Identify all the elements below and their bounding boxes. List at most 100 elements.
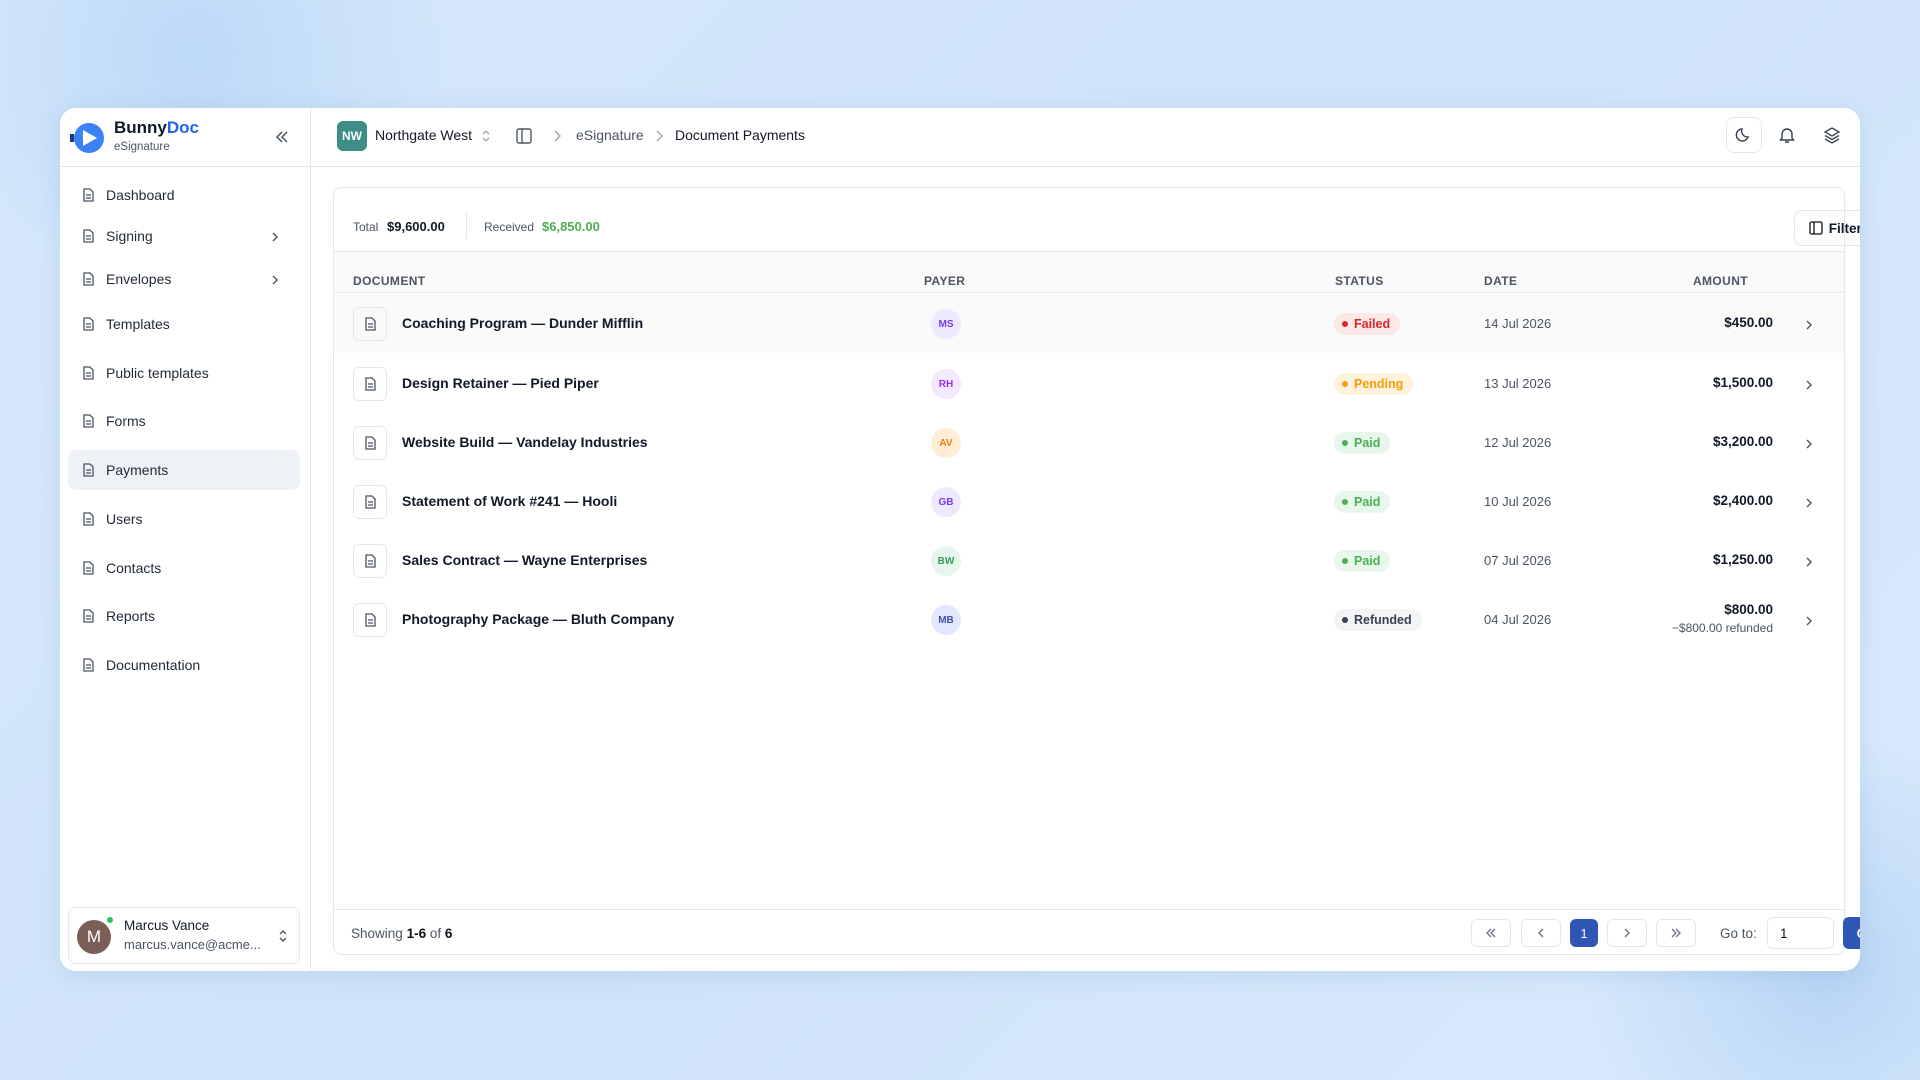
user-card[interactable]: M Marcus Vance marcus.vance@acme... [68,907,300,964]
current-page[interactable]: 1 [1570,919,1598,947]
payer-avatar: MS [931,309,961,339]
goto-label: Go to: [1720,926,1757,941]
showing-total: 6 [444,926,453,941]
table-row[interactable]: Sales Contract — Wayne Enterprises BW Paid… [334,531,1844,590]
nav-label: Contacts [106,560,162,576]
table-row[interactable]: Photography Package — Bluth Company MB Ref… [334,590,1844,649]
nav-item[interactable]: Documentation [68,645,300,685]
document-icon [353,426,387,460]
row-chevron [1804,437,1814,455]
online-dot [105,915,115,925]
nav-label: Payments [106,462,169,478]
payer-avatar: GB [931,487,961,517]
status-dot [1342,381,1348,387]
nav-item[interactable]: Signing [68,216,300,256]
header-divider [311,166,1860,167]
go-button[interactable]: Go [1843,917,1860,949]
theme-toggle[interactable] [1726,117,1762,153]
first-page[interactable] [1471,919,1511,947]
next-page[interactable] [1607,919,1647,947]
filters-label: Filters [1828,220,1860,236]
table-row[interactable]: Statement of Work #241 — Hooli GB Paid 10 J… [334,472,1844,531]
status-badge: Paid [1334,491,1391,513]
prev-page[interactable] [1521,919,1561,947]
nav-item[interactable]: Contacts [68,548,300,588]
notifications[interactable] [1777,125,1797,145]
received-label: Received [484,220,535,234]
nav-label: Users [106,511,143,527]
nav-label: Dashboard [106,187,175,203]
nav-item[interactable]: Public templates [68,353,300,393]
payment-date: 04 Jul 2026 [1484,612,1552,627]
row-chevron [1804,555,1814,573]
nav-label: Public templates [106,365,209,381]
status-badge: Pending [1334,373,1414,395]
nav-item[interactable]: Payments [68,450,300,490]
crumb-sep [554,130,561,142]
amount: $3,200.00 [1712,434,1773,449]
sidebar: BunnyDoc eSignature M Marcus Vance marcu… [60,108,311,971]
document-icon [353,307,387,341]
brand-a: Bunny [114,118,167,137]
status-dot [1342,617,1348,623]
column-header: PAYER [924,274,966,288]
payment-date: 12 Jul 2026 [1484,435,1552,450]
row-chevron [1804,496,1814,514]
nav-item[interactable]: Users [68,499,300,539]
crumb-sep [656,130,663,142]
goto-input[interactable]: 1 [1767,917,1834,949]
nav-item[interactable]: Templates [68,304,300,344]
document-name: Statement of Work #241 — Hooli [402,493,618,509]
nav-item[interactable]: Dashboard [68,175,300,215]
nav-label: Reports [106,608,156,624]
breadcrumb-current: Document Payments [675,127,805,143]
status-label: Failed [1354,317,1391,331]
status-dot [1342,558,1348,564]
collapse-button[interactable] [273,128,291,146]
divider [60,166,311,167]
table-header [334,251,1844,293]
org-name[interactable]: Northgate West [375,127,473,143]
nav-label: Signing [106,228,153,244]
payment-date: 14 Jul 2026 [1484,316,1552,331]
user-name: Marcus Vance [124,918,210,933]
nav-item[interactable]: Reports [68,596,300,636]
amount: $800.00 [1724,602,1773,617]
filters-button[interactable]: Filters [1794,210,1860,246]
payments-card: Total $9,600.00 Received $6,850.00 Filte… [333,187,1860,955]
document-icon [353,603,387,637]
payer-avatar: BW [931,546,961,576]
nav-item[interactable]: Forms [68,401,300,441]
last-page[interactable] [1656,919,1696,947]
footer-divider [334,909,1844,910]
brand-b: Doc [166,118,200,137]
document-icon [353,544,387,578]
layers[interactable] [1822,125,1842,145]
nav-item[interactable]: Envelopes [68,259,300,299]
status-label: Paid [1354,554,1381,568]
column-header: STATUS [1335,274,1384,288]
status-badge: Refunded [1334,609,1422,631]
user-avatar: M [77,920,111,954]
column-header: DOCUMENT [353,274,426,288]
brand-name: BunnyDoc [114,118,199,138]
row-chevron [1804,318,1814,336]
received-value: $6,850.00 [542,219,600,234]
panel-toggle[interactable] [515,127,533,145]
breadcrumb[interactable]: eSignature [576,127,644,143]
payer-avatar: MB [931,605,961,635]
nav-label: Templates [106,316,170,332]
column-header: DATE [1484,274,1518,288]
document-name: Sales Contract — Wayne Enterprises [402,552,648,568]
document-icon [353,367,387,401]
showing-word: Showing [351,926,403,941]
table-row[interactable]: Website Build — Vandelay Industries AV Pai… [334,413,1844,472]
table-row[interactable]: Coaching Program — Dunder Mifflin MS Faile… [334,294,1844,353]
amount: $2,400.00 [1712,493,1773,508]
amount: $1,250.00 [1712,552,1773,567]
status-dot [1342,321,1348,327]
payer-avatar: RH [931,369,961,399]
showing-range: 1-6 [406,926,427,941]
table-row[interactable]: Design Retainer — Pied Piper RH Pending 13 … [334,354,1844,413]
nav-label: Forms [106,413,146,429]
